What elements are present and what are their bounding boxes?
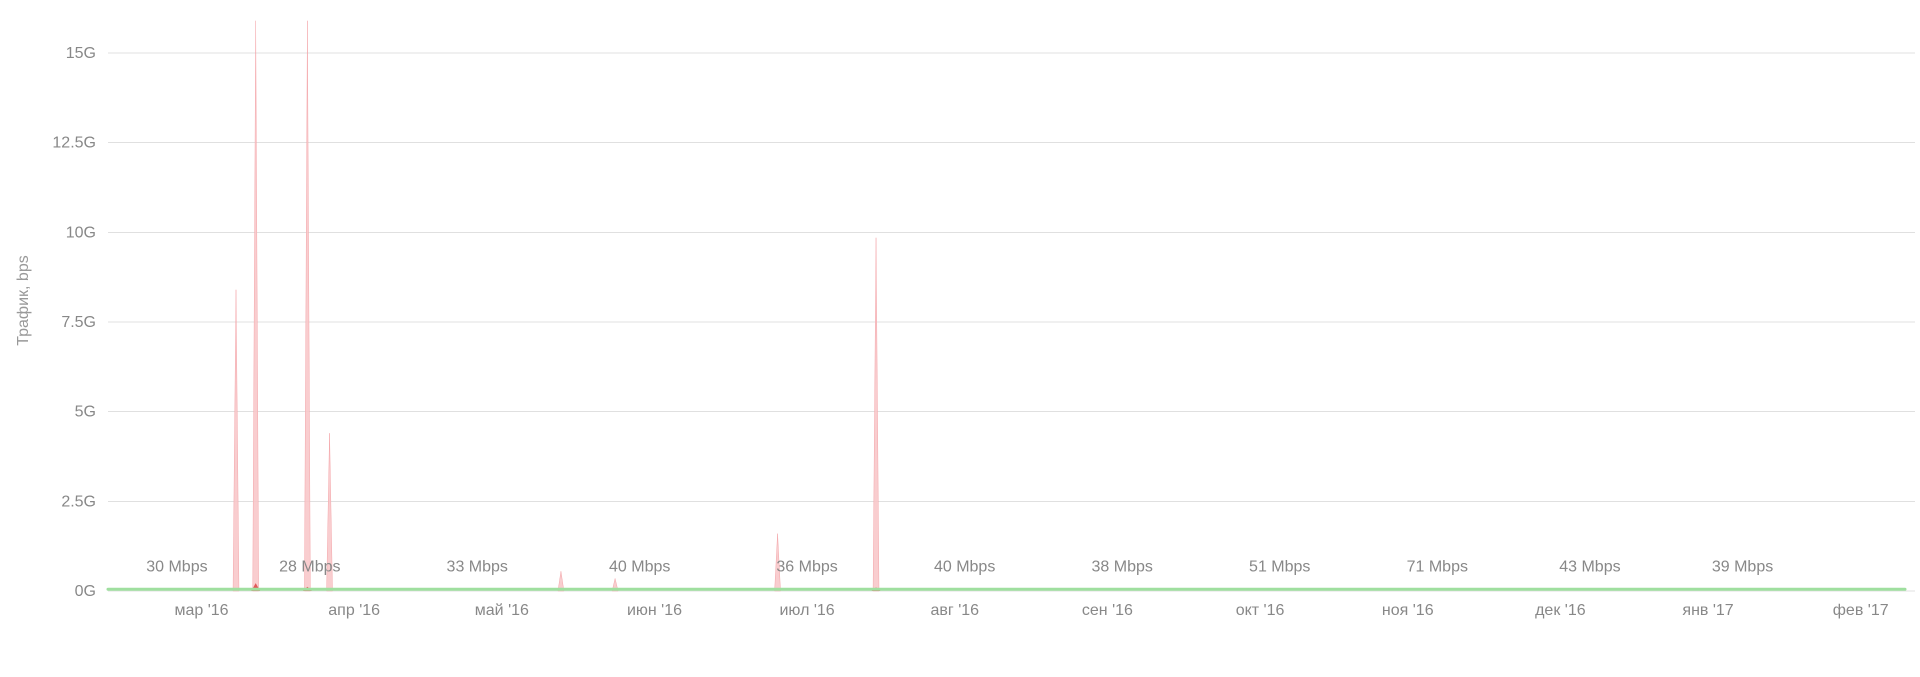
- mbps-label: 28 Mbps: [279, 558, 340, 575]
- mbps-label: 71 Mbps: [1407, 558, 1468, 575]
- y-tick-label: 5G: [75, 404, 96, 421]
- y-axis-label: Трафик, bps: [15, 255, 32, 345]
- x-tick-label: июл '16: [779, 602, 834, 619]
- mbps-label: 51 Mbps: [1249, 558, 1310, 575]
- y-tick-label: 2.5G: [61, 493, 96, 510]
- mbps-label: 38 Mbps: [1092, 558, 1153, 575]
- y-tick-label: 12.5G: [52, 135, 96, 152]
- mbps-label: 36 Mbps: [776, 558, 837, 575]
- x-tick-label: ноя '16: [1382, 602, 1434, 619]
- x-tick-label: окт '16: [1236, 602, 1285, 619]
- x-tick-label: апр '16: [328, 602, 380, 619]
- y-tick-label: 7.5G: [61, 314, 96, 331]
- x-tick-label: дек '16: [1535, 602, 1586, 619]
- mbps-label: 30 Mbps: [146, 558, 207, 575]
- x-tick-label: июн '16: [627, 602, 682, 619]
- y-tick-label: 0G: [75, 583, 96, 600]
- x-tick-label: сен '16: [1082, 602, 1133, 619]
- y-tick-label: 15G: [66, 45, 96, 62]
- x-tick-label: янв '17: [1682, 602, 1733, 619]
- x-tick-label: мар '16: [174, 602, 228, 619]
- mbps-label: 40 Mbps: [609, 558, 670, 575]
- x-tick-label: май '16: [475, 602, 529, 619]
- x-tick-label: фев '17: [1833, 602, 1889, 619]
- y-tick-label: 10G: [66, 224, 96, 241]
- mbps-label: 40 Mbps: [934, 558, 995, 575]
- mbps-label: 33 Mbps: [447, 558, 508, 575]
- x-tick-label: авг '16: [931, 602, 980, 619]
- mbps-label: 39 Mbps: [1712, 558, 1773, 575]
- traffic-chart: 0G 2.5G 5G 7.5G 10G 12.5G 15G Трафик, bps 30 Mbp…: [0, 0, 1920, 677]
- mbps-label: 43 Mbps: [1559, 558, 1620, 575]
